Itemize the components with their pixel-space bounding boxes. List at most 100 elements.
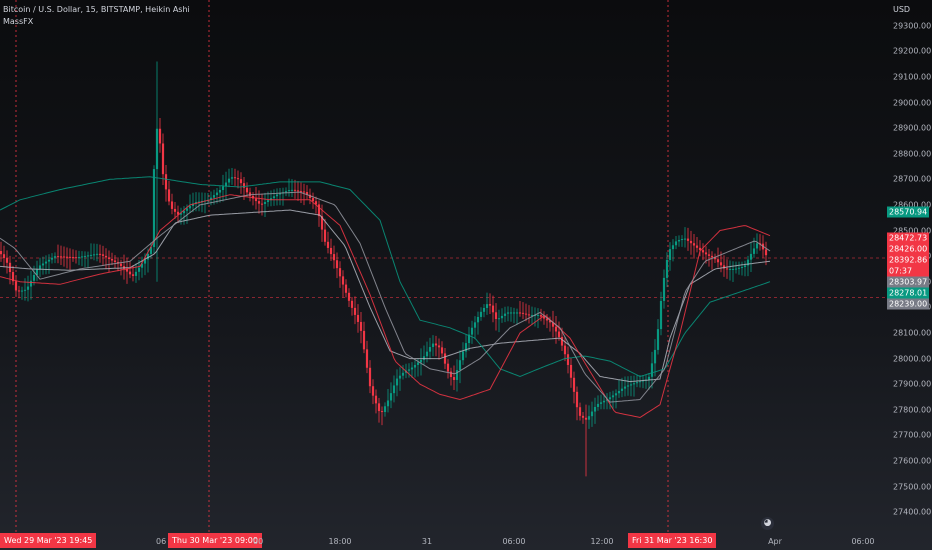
candle-bearish: [356, 314, 360, 322]
candle-bearish: [374, 395, 378, 404]
candle-bullish: [185, 208, 189, 211]
time-axis-tick: 18:00: [328, 537, 352, 546]
candle-bearish: [440, 347, 444, 354]
candle-bullish: [743, 265, 747, 268]
candle-bearish: [233, 177, 237, 179]
candle-bullish: [479, 311, 483, 317]
candle-bearish: [110, 258, 114, 261]
candle-bullish: [653, 349, 657, 364]
candle-bullish: [41, 263, 45, 266]
candle-bullish: [590, 411, 594, 417]
indicator-line-3: [0, 194, 771, 419]
candle-bullish: [386, 400, 390, 407]
chart-title: Bitcoin / U.S. Dollar, 15, BITSTAMP, Hei…: [3, 5, 190, 14]
candle-bullish: [737, 267, 741, 269]
candle-bullish: [212, 195, 216, 198]
candle-bullish: [275, 194, 279, 197]
candle-bullish: [389, 393, 393, 401]
tradingview-logo-icon[interactable]: ◕: [761, 517, 774, 530]
price-axis-tick: 27800.00: [893, 405, 932, 415]
candle-bullish: [89, 254, 93, 256]
indicator-line-4: [0, 191, 771, 403]
price-axis-tick: 29100.00: [893, 72, 932, 82]
candle-bullish: [407, 369, 411, 371]
candle-bullish: [266, 200, 270, 203]
candle-bullish: [182, 210, 186, 214]
candle-bullish: [77, 256, 81, 258]
candle-bearish: [5, 258, 9, 263]
candle-bullish: [749, 253, 753, 260]
candle-bullish: [629, 384, 633, 386]
price-label-badge: 28426.00: [887, 243, 929, 255]
indicator-name[interactable]: MassFX: [3, 17, 34, 26]
candle-bullish: [476, 316, 480, 323]
candle-bearish: [725, 268, 729, 270]
candle-bullish: [596, 403, 600, 407]
candle-bearish: [260, 203, 264, 205]
candle-bullish: [209, 197, 213, 200]
candle-bearish: [11, 272, 15, 282]
price-axis-tick: 28600.00: [893, 200, 932, 210]
candle-bearish: [17, 290, 21, 292]
price-axis-tick: 27700.00: [893, 430, 932, 440]
candle-bearish: [254, 198, 258, 202]
candle-bearish: [578, 407, 582, 416]
candle-bearish: [239, 179, 243, 184]
candle-bearish: [566, 354, 570, 365]
candle-bearish: [335, 260, 339, 269]
candle-bullish: [44, 261, 48, 264]
price-axis-tick: 27600.00: [893, 456, 932, 466]
candle-bearish: [2, 254, 6, 259]
price-axis-tick: 29300.00: [893, 21, 932, 31]
candle-bearish: [68, 256, 72, 258]
candle-bearish: [62, 256, 66, 258]
candle-bearish: [359, 321, 363, 331]
candle-bullish: [530, 315, 534, 317]
candle-bullish: [665, 259, 669, 278]
candle-bearish: [302, 191, 306, 193]
candle-bearish: [347, 292, 351, 301]
candle-bullish: [92, 254, 96, 256]
candle-bullish: [455, 370, 459, 380]
candle-bullish: [620, 388, 624, 391]
candle-bullish: [137, 267, 141, 272]
candle-bearish: [323, 229, 327, 242]
candle-bullish: [608, 397, 612, 400]
candle-bearish: [491, 305, 495, 313]
candle-bearish: [341, 276, 345, 285]
candle-bullish: [149, 247, 153, 254]
candle-bullish: [728, 268, 732, 270]
candle-bullish: [29, 280, 33, 287]
candle-bullish: [410, 367, 414, 370]
candle-bullish: [587, 416, 591, 420]
candle-bearish: [320, 216, 324, 230]
candle-bullish: [26, 286, 30, 290]
candle-bearish: [167, 189, 171, 202]
candle-bullish: [611, 395, 615, 398]
candle-bearish: [326, 241, 330, 248]
candle-bullish: [431, 343, 435, 348]
price-unit-label: USD: [893, 5, 911, 14]
candle-bullish: [422, 356, 426, 360]
candle-bearish: [545, 318, 549, 321]
candle-bullish: [290, 189, 294, 191]
candle-bearish: [353, 307, 357, 315]
candle-bullish: [284, 191, 288, 193]
candle-bullish: [95, 253, 99, 255]
candle-bearish: [572, 377, 576, 392]
candle-bullish: [638, 381, 642, 383]
candle-bearish: [686, 238, 690, 241]
candle-bearish: [488, 304, 492, 306]
candle-bullish: [752, 248, 756, 254]
candle-bearish: [257, 201, 261, 204]
time-axis-tick: 00: [253, 537, 264, 546]
candle-bullish: [497, 318, 501, 320]
time-cursor-badge: Wed 29 Mar '23 19:45: [0, 533, 97, 548]
candle-bullish: [143, 259, 147, 264]
candle-bullish: [635, 382, 639, 384]
candle-bearish: [305, 192, 309, 195]
candle-bearish: [311, 197, 315, 202]
candle-bearish: [719, 262, 723, 266]
candle-bullish: [617, 390, 621, 394]
